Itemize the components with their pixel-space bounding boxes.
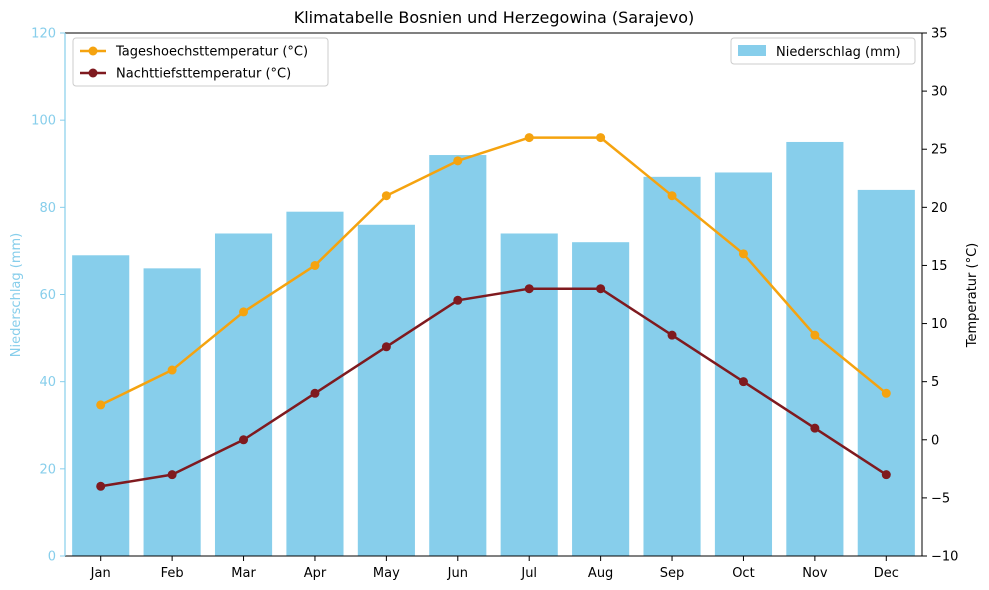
bar-mar [214, 233, 273, 556]
right-tick-label: 15 [931, 259, 948, 274]
legend-label-series-2: Nachttiefsttemperatur (°C) [116, 67, 291, 82]
x-tick-label-dec: Dec [874, 566, 899, 581]
point-series-1-nov [810, 330, 820, 340]
left-tick-label: 100 [31, 114, 56, 129]
x-tick-label-jan: Jan [90, 566, 111, 581]
point-series-2-may [381, 342, 391, 352]
right-tick-label: −5 [931, 491, 950, 506]
legend-label-bars: Niederschlag (mm) [776, 45, 901, 60]
point-series-2-dec [881, 470, 891, 480]
x-tick-label-apr: Apr [304, 566, 327, 581]
point-series-2-aug [596, 284, 606, 294]
right-tick-label: −10 [931, 550, 958, 565]
point-series-2-oct [738, 377, 748, 387]
point-series-1-jan [96, 400, 106, 410]
chart-title: Klimatabelle Bosnien und Herzegowina (Sa… [294, 8, 695, 27]
x-tick-label-sep: Sep [660, 566, 685, 581]
bar-feb [143, 268, 201, 556]
x-tick-label-jul: Jul [520, 566, 537, 581]
left-tick-label: 80 [39, 201, 56, 216]
x-tick-label-feb: Feb [161, 566, 184, 581]
x-tick-label-nov: Nov [802, 566, 828, 581]
point-series-1-feb [167, 365, 177, 375]
bar-sep [643, 176, 701, 556]
x-tick-label-oct: Oct [732, 566, 754, 581]
point-series-2-feb [167, 470, 177, 480]
point-series-1-sep [667, 191, 677, 201]
right-axis-title: Temperatur (°C) [965, 243, 980, 349]
left-tick-label: 40 [39, 375, 56, 390]
left-tick-label: 60 [39, 288, 56, 303]
legend-lines: Tageshoechsttemperatur (°C) Nachttiefstte… [72, 37, 329, 87]
right-tick-label: 5 [931, 375, 939, 390]
point-series-2-jun [453, 295, 463, 305]
legend-bars: Niederschlag (mm) [730, 37, 916, 65]
right-tick-label: 0 [931, 433, 939, 448]
point-series-1-oct [738, 249, 748, 259]
point-series-2-jul [524, 284, 534, 294]
legend-label-series-1: Tageshoechsttemperatur (°C) [115, 45, 308, 60]
point-series-2-nov [810, 423, 820, 433]
point-series-1-mar [239, 307, 249, 317]
left-tick-label: 120 [31, 27, 56, 42]
bar-may [357, 224, 415, 556]
point-series-2-apr [310, 388, 320, 398]
legend-lines-box [72, 37, 329, 87]
right-tick-label: 35 [931, 27, 948, 42]
x-tick-label-may: May [373, 566, 400, 581]
x-tick-label-mar: Mar [231, 566, 256, 581]
legend-marker [88, 68, 98, 78]
right-tick-label: 20 [931, 201, 948, 216]
point-series-1-apr [310, 260, 320, 270]
point-series-1-jul [524, 133, 534, 143]
right-tick-label: 30 [931, 85, 948, 100]
right-axis-ticks: −10 −5 0 5 10 15 20 25 30 35 [922, 27, 958, 565]
bar-nov [786, 141, 844, 557]
point-series-1-jun [453, 156, 463, 166]
left-tick-label: 20 [39, 462, 56, 477]
legend-marker [88, 46, 98, 56]
bar-jun [429, 155, 487, 557]
line-series-2 [100, 287, 887, 488]
point-series-2-mar [239, 435, 249, 445]
point-series-1-may [381, 191, 391, 201]
bar-oct [714, 172, 773, 556]
point-series-2-jan [96, 481, 106, 491]
point-series-1-aug [596, 133, 606, 143]
right-tick-label: 25 [931, 143, 948, 158]
legend-bar-swatch [738, 45, 766, 56]
left-axis-title: Niederschlag (mm) [9, 233, 24, 358]
point-series-2-sep [667, 330, 677, 340]
legend-bars-box [730, 37, 916, 65]
point-series-1-dec [881, 388, 891, 398]
line-series-1 [100, 136, 888, 407]
left-tick-label: 0 [48, 550, 56, 565]
lines-layer [96, 133, 891, 491]
right-tick-label: 10 [931, 317, 948, 332]
bar-aug [572, 242, 630, 556]
x-tick-label-aug: Aug [588, 566, 613, 581]
left-axis-ticks: 0 20 40 60 80 100 120 [31, 27, 65, 565]
bar-dec [857, 189, 915, 556]
x-axis-ticks: Jan Feb Mar Apr May Jun Jul Aug Sep Oct Nov Dec [90, 556, 899, 581]
bar-jul [500, 233, 558, 556]
bars-layer [72, 141, 915, 557]
x-tick-label-jun: Jun [447, 566, 468, 581]
